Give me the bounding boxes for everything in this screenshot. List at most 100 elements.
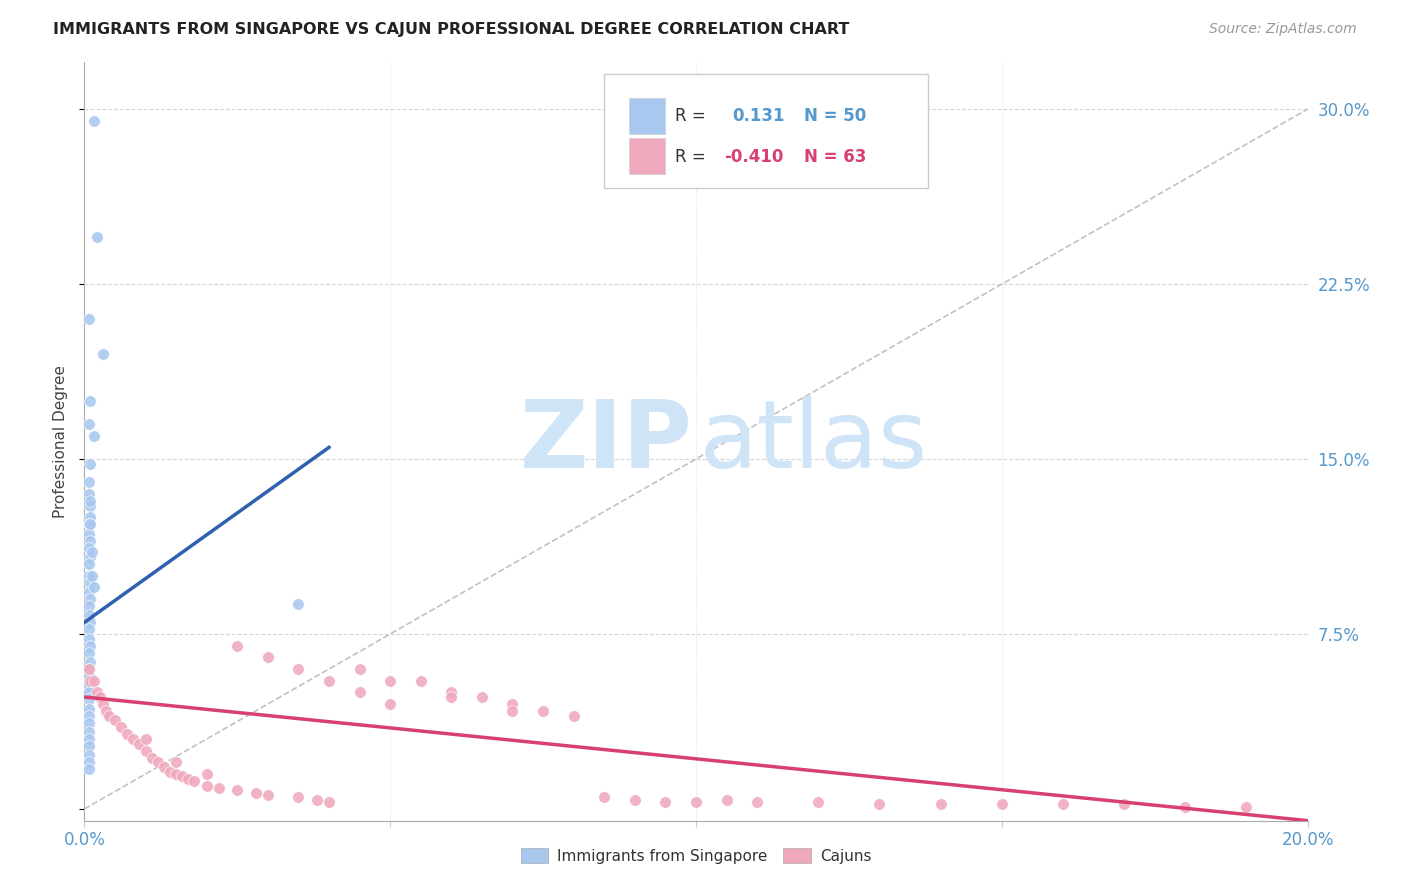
Point — [77, 557, 100, 571]
Text: N = 63: N = 63 — [804, 148, 866, 166]
Point — [77, 715, 100, 730]
Point — [77, 608, 100, 623]
Point — [79, 655, 101, 669]
Point — [79, 494, 101, 508]
Point — [77, 762, 100, 776]
Point — [440, 685, 463, 699]
Y-axis label: Professional Degree: Professional Degree — [52, 365, 67, 518]
Point — [195, 779, 218, 793]
Legend: Immigrants from Singapore, Cajuns: Immigrants from Singapore, Cajuns — [515, 842, 877, 870]
Point — [79, 499, 101, 513]
Point — [86, 685, 108, 699]
Point — [471, 690, 494, 704]
Point — [77, 756, 100, 770]
Point — [287, 790, 309, 805]
Point — [153, 760, 176, 774]
Point — [208, 780, 231, 795]
Point — [226, 783, 249, 797]
Point — [440, 690, 463, 704]
Point — [77, 475, 100, 490]
Point — [380, 673, 402, 688]
Point — [287, 662, 309, 676]
Point — [305, 792, 328, 806]
Point — [77, 739, 100, 753]
Point — [77, 517, 100, 532]
Point — [83, 428, 105, 442]
Point — [77, 526, 100, 541]
Point — [135, 744, 157, 758]
Point — [80, 545, 103, 559]
Point — [128, 737, 150, 751]
Point — [83, 580, 105, 594]
Point — [83, 113, 105, 128]
Point — [165, 767, 187, 781]
Point — [79, 575, 101, 590]
Point — [531, 704, 554, 718]
Point — [685, 795, 707, 809]
Text: 0.131: 0.131 — [733, 106, 785, 125]
Point — [502, 697, 524, 711]
Point — [79, 393, 101, 408]
Point — [91, 347, 114, 361]
Point — [77, 662, 100, 676]
Text: ZIP: ZIP — [519, 395, 692, 488]
Point — [172, 769, 194, 783]
Point — [159, 764, 181, 779]
Point — [1114, 797, 1136, 812]
Point — [91, 697, 114, 711]
Point — [115, 727, 138, 741]
Text: IMMIGRANTS FROM SINGAPORE VS CAJUN PROFESSIONAL DEGREE CORRELATION CHART: IMMIGRANTS FROM SINGAPORE VS CAJUN PROFE… — [53, 22, 849, 37]
Point — [593, 790, 616, 805]
Point — [89, 690, 111, 704]
Point — [77, 678, 100, 692]
Point — [1174, 799, 1197, 814]
Point — [183, 774, 205, 789]
Point — [318, 673, 340, 688]
Point — [110, 720, 132, 734]
Point — [318, 795, 340, 809]
Point — [79, 457, 101, 471]
Point — [562, 708, 585, 723]
Point — [77, 599, 100, 613]
Text: atlas: atlas — [700, 395, 928, 488]
Point — [77, 725, 100, 739]
Point — [257, 788, 280, 802]
Point — [226, 639, 249, 653]
Point — [97, 708, 120, 723]
Point — [86, 230, 108, 244]
Point — [146, 756, 169, 770]
Point — [195, 767, 218, 781]
Point — [77, 669, 100, 683]
Point — [1052, 797, 1074, 812]
Point — [77, 731, 100, 746]
Point — [409, 673, 432, 688]
FancyBboxPatch shape — [628, 137, 665, 174]
Point — [165, 756, 187, 770]
Point — [80, 568, 103, 582]
Point — [929, 797, 952, 812]
Point — [77, 685, 100, 699]
Point — [177, 772, 200, 786]
Point — [991, 797, 1014, 812]
Point — [380, 697, 402, 711]
Text: -0.410: -0.410 — [724, 148, 783, 166]
Text: R =: R = — [675, 148, 711, 166]
FancyBboxPatch shape — [628, 98, 665, 135]
Text: N = 50: N = 50 — [804, 106, 866, 125]
Point — [141, 750, 163, 764]
Point — [716, 792, 738, 806]
Point — [77, 541, 100, 555]
Point — [1236, 799, 1258, 814]
Point — [747, 795, 769, 809]
Point — [79, 615, 101, 630]
Point — [77, 646, 100, 660]
Point — [77, 417, 100, 431]
Point — [869, 797, 891, 812]
Point — [77, 708, 100, 723]
Point — [77, 623, 100, 637]
Point — [77, 312, 100, 326]
Point — [77, 692, 100, 706]
Point — [79, 549, 101, 564]
Point — [349, 685, 371, 699]
Point — [77, 585, 100, 599]
